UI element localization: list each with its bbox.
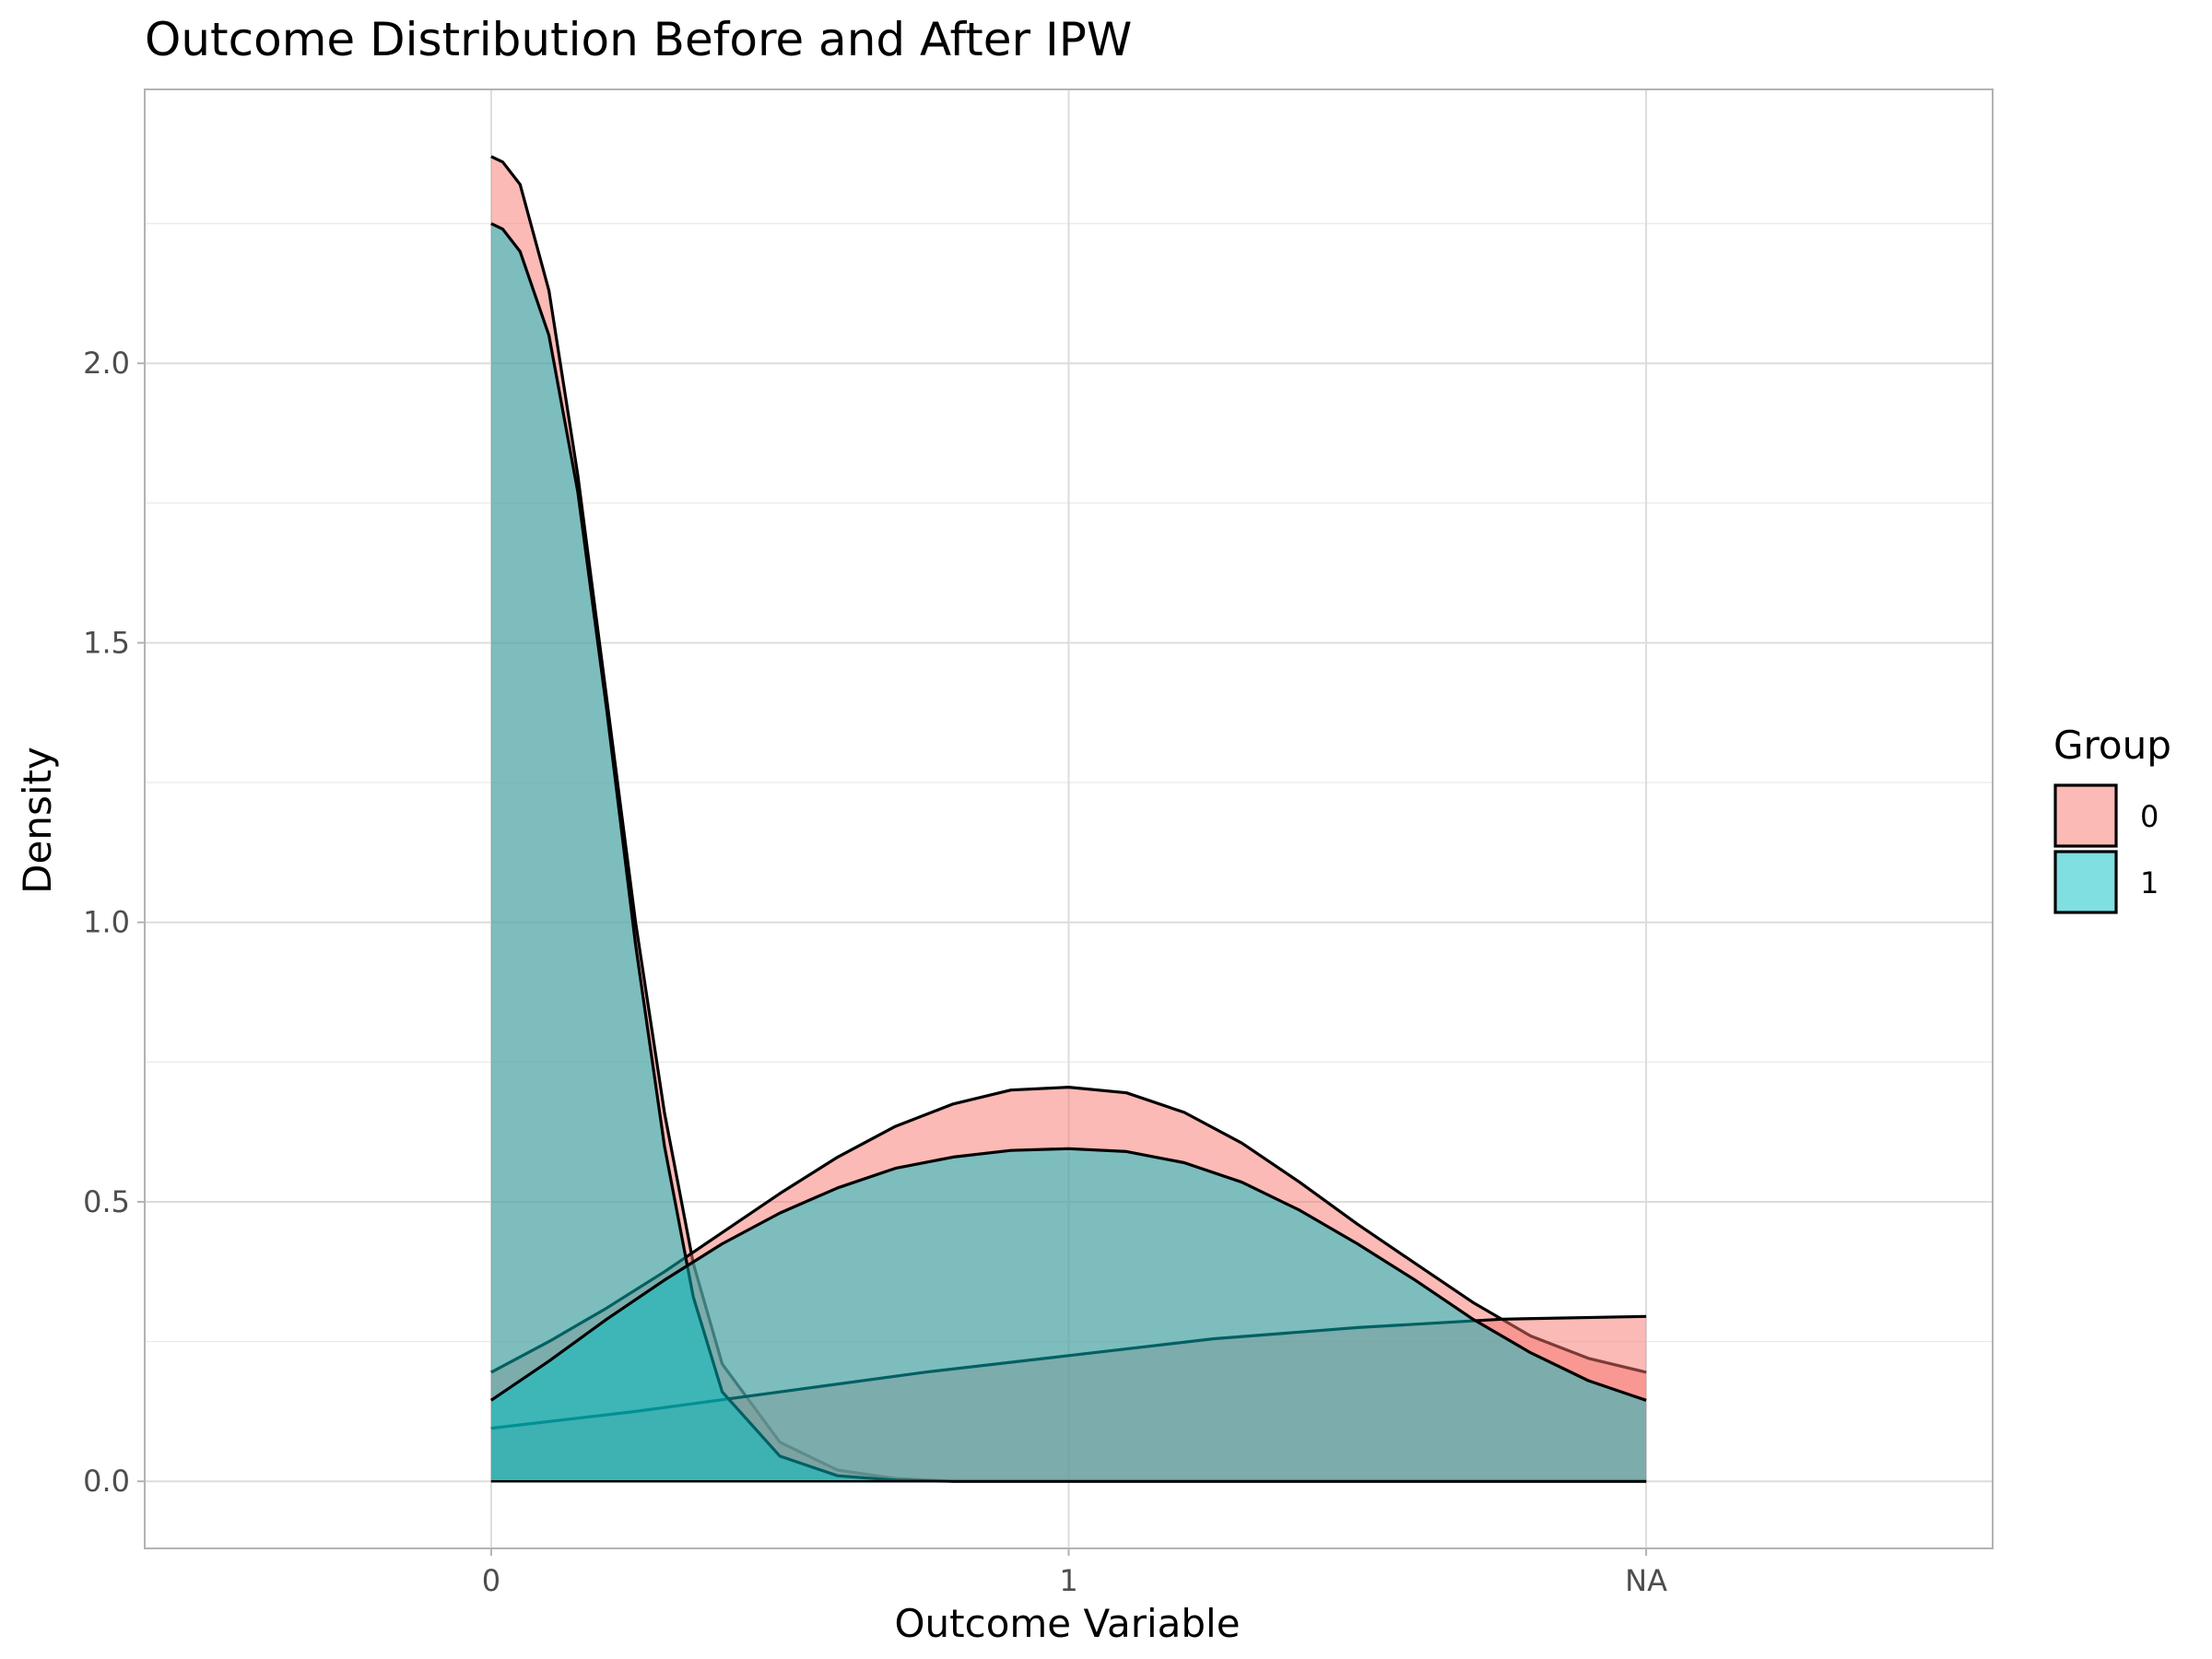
y-axis-title: Density bbox=[15, 747, 60, 894]
density-area-group-1 bbox=[490, 1148, 1647, 1482]
x-tick-label: 0 bbox=[482, 1563, 500, 1598]
y-tick-label: 2.0 bbox=[83, 346, 130, 381]
density-outline-group-1 bbox=[490, 1147, 1647, 1402]
chart-title: Outcome Distribution Before and After IP… bbox=[145, 13, 1132, 66]
x-tick-label: NA bbox=[1625, 1563, 1667, 1598]
legend-swatch-group-1 bbox=[2053, 850, 2118, 914]
legend-label-group-0: 0 bbox=[2140, 799, 2159, 834]
legend: Group 01 bbox=[2053, 723, 2171, 914]
legend-label-group-1: 1 bbox=[2140, 865, 2159, 900]
legend-swatch-group-0 bbox=[2053, 783, 2118, 848]
axis-ticks: 0.0 0.5 1.0 1.5 2.0 0 1 NA bbox=[83, 346, 1667, 1598]
y-tick-label: 1.0 bbox=[83, 905, 130, 940]
y-tick-label: 0.0 bbox=[83, 1464, 130, 1499]
y-tick-label: 1.5 bbox=[83, 625, 130, 660]
y-tick-label: 0.5 bbox=[83, 1184, 130, 1219]
x-tick-label: 1 bbox=[1059, 1563, 1077, 1598]
density-areas bbox=[490, 155, 1647, 1483]
x-axis-title: Outcome Variable bbox=[894, 1601, 1240, 1646]
legend-title: Group bbox=[2053, 723, 2171, 768]
legend-entries: 01 bbox=[2053, 783, 2159, 914]
